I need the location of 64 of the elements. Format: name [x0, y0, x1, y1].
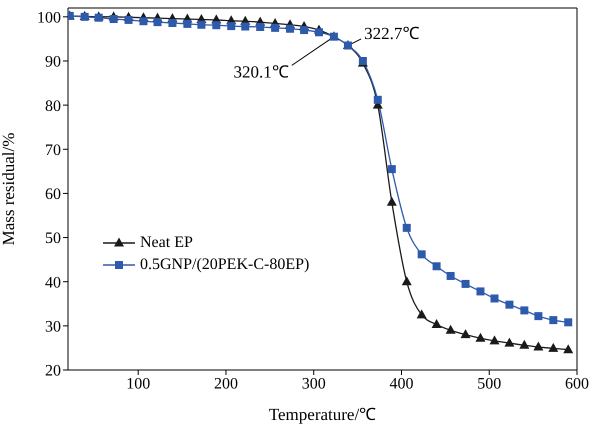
point — [416, 309, 427, 318]
point — [564, 318, 572, 326]
point — [520, 306, 528, 314]
point — [418, 250, 426, 258]
point — [446, 324, 456, 334]
point — [241, 22, 250, 31]
point — [154, 18, 162, 26]
point — [475, 332, 486, 342]
point — [462, 280, 470, 288]
point — [432, 262, 441, 270]
point — [533, 342, 544, 351]
y-tick-label: 70 — [45, 142, 61, 159]
point — [549, 316, 558, 324]
legend-label: Neat EP — [140, 234, 193, 252]
point — [197, 20, 206, 29]
point — [110, 15, 118, 24]
point — [446, 272, 455, 280]
point — [124, 16, 133, 24]
point — [314, 28, 323, 36]
x-tick-label: 600 — [565, 375, 589, 392]
x-tick-label: 100 — [126, 375, 150, 392]
y-tick-label: 60 — [45, 186, 61, 204]
x-axis-title: Temperature/℃ — [268, 405, 376, 424]
point — [286, 24, 294, 33]
point — [271, 24, 280, 32]
point — [490, 335, 500, 344]
point — [505, 300, 514, 309]
point — [94, 14, 103, 22]
point — [432, 319, 442, 328]
point — [212, 21, 220, 30]
point — [402, 224, 411, 232]
point — [227, 22, 236, 30]
y-tick-label: 80 — [45, 98, 61, 115]
point — [460, 329, 471, 338]
x-tick-label: 500 — [477, 375, 502, 392]
point — [256, 22, 264, 31]
x-tick-label: 200 — [214, 375, 238, 392]
point — [168, 19, 176, 28]
y-tick-label: 100 — [37, 10, 61, 27]
x-tick-label: 400 — [389, 375, 414, 392]
annotation: 320.1℃ — [234, 62, 289, 82]
y-tick-label: 40 — [45, 274, 61, 292]
point — [386, 196, 397, 206]
y-tick-label: 20 — [45, 362, 61, 380]
point — [300, 26, 308, 34]
point — [548, 342, 558, 352]
annotation: 322.7℃ — [364, 24, 420, 43]
y-axis-title: Mass residual/% — [0, 132, 18, 246]
point — [139, 17, 148, 26]
legend-label: 0.5GNP/(20PEK-C-80EP) — [140, 256, 310, 274]
point — [183, 20, 192, 28]
point — [519, 340, 530, 349]
point — [374, 96, 382, 104]
point — [490, 294, 499, 302]
point — [476, 287, 484, 296]
y-tick-label: 30 — [45, 318, 61, 336]
point — [534, 312, 542, 320]
y-tick-label: 50 — [45, 230, 61, 248]
point — [388, 165, 396, 174]
point — [402, 276, 412, 286]
y-tick-label: 90 — [45, 54, 61, 71]
x-tick-label: 300 — [302, 375, 326, 392]
point — [504, 338, 514, 347]
point — [563, 344, 574, 354]
